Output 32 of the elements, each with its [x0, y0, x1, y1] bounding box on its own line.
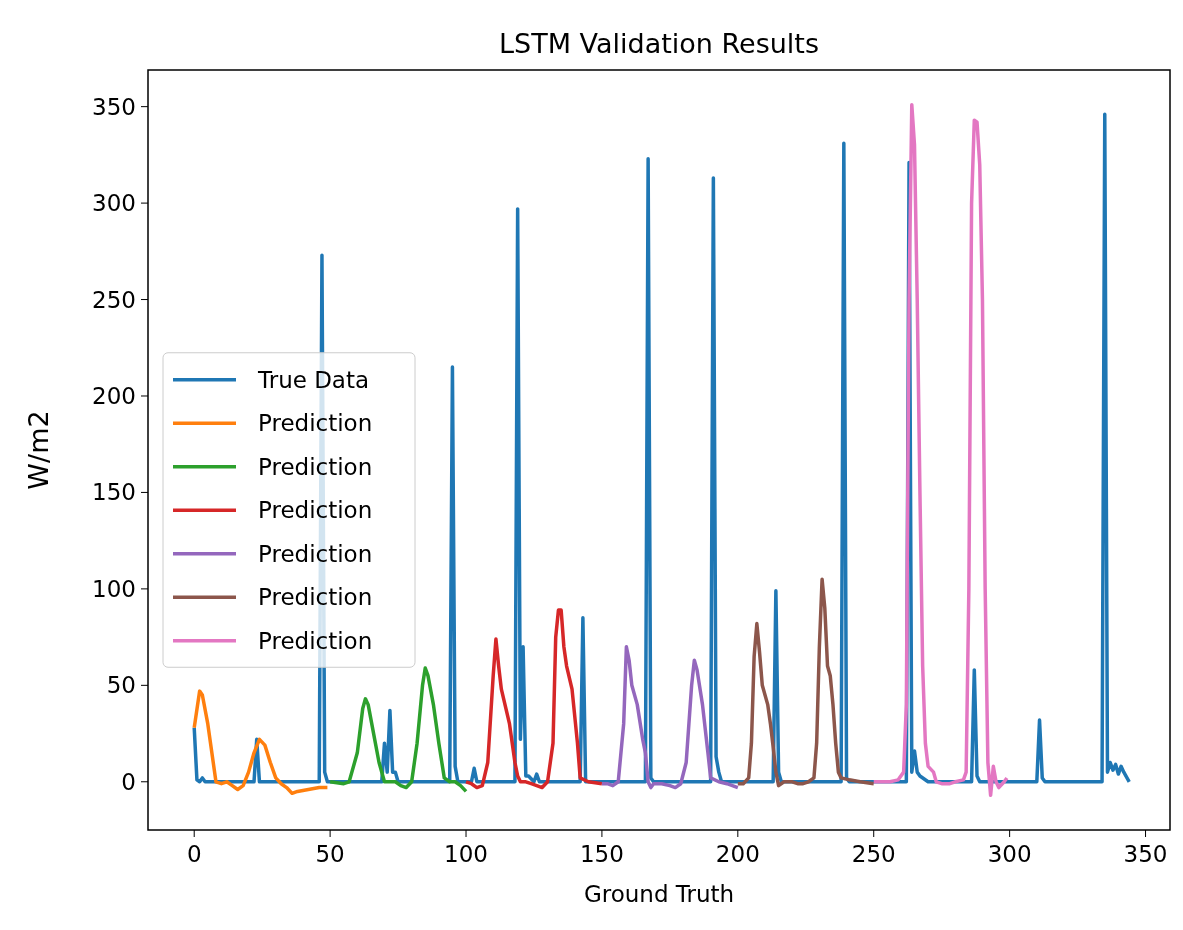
y-tick-label: 50 [106, 672, 136, 699]
x-tick-label: 100 [444, 841, 488, 867]
x-tick-label: 200 [715, 841, 760, 867]
y-tick-label: 250 [92, 286, 136, 313]
x-tick-label: 50 [315, 841, 345, 867]
y-tick-label: 300 [92, 190, 136, 217]
line-series [328, 666, 468, 794]
y-tick-label: 150 [92, 479, 136, 506]
x-axis-title: Ground Truth [583, 881, 735, 907]
y-axis-title: W/m2 [23, 410, 54, 490]
y-tick-label: 0 [121, 768, 136, 795]
x-tick-label: 250 [851, 841, 896, 867]
legend-label: Prediction [258, 453, 373, 480]
line-series [192, 689, 330, 796]
legend-label: Prediction [258, 584, 373, 611]
line-series [736, 577, 876, 788]
line-series [464, 608, 604, 790]
x-tick-label: 150 [579, 841, 624, 867]
x-tick-label: 0 [186, 841, 202, 867]
y-tick-label: 100 [92, 575, 136, 602]
legend-label: True Data [257, 366, 370, 393]
y-tick-label: 350 [92, 93, 136, 120]
y-tick-label: 200 [92, 382, 136, 409]
x-tick-label: 300 [987, 841, 1032, 867]
legend-label: Prediction [258, 497, 373, 524]
legend-label: Prediction [258, 410, 373, 437]
line-series [871, 102, 1009, 798]
legend-label: Prediction [258, 627, 373, 654]
chart-title: LSTM Validation Results [499, 28, 819, 59]
line-series [600, 645, 740, 790]
x-tick-label: 350 [1123, 841, 1168, 867]
legend-label: Prediction [258, 540, 373, 567]
